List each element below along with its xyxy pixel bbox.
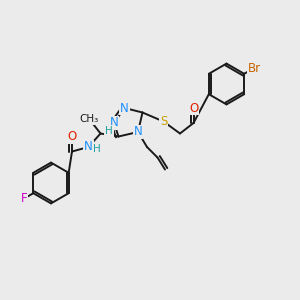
Text: F: F [21,192,27,205]
Text: O: O [68,130,76,143]
Text: N: N [134,125,142,139]
Text: H: H [105,126,113,136]
Text: N: N [120,101,129,115]
Text: S: S [160,115,167,128]
Text: O: O [189,101,198,115]
Text: CH₃: CH₃ [79,114,98,124]
Text: N: N [84,140,93,154]
Text: N: N [110,116,118,130]
Text: H: H [93,143,101,154]
Text: Br: Br [248,61,261,75]
